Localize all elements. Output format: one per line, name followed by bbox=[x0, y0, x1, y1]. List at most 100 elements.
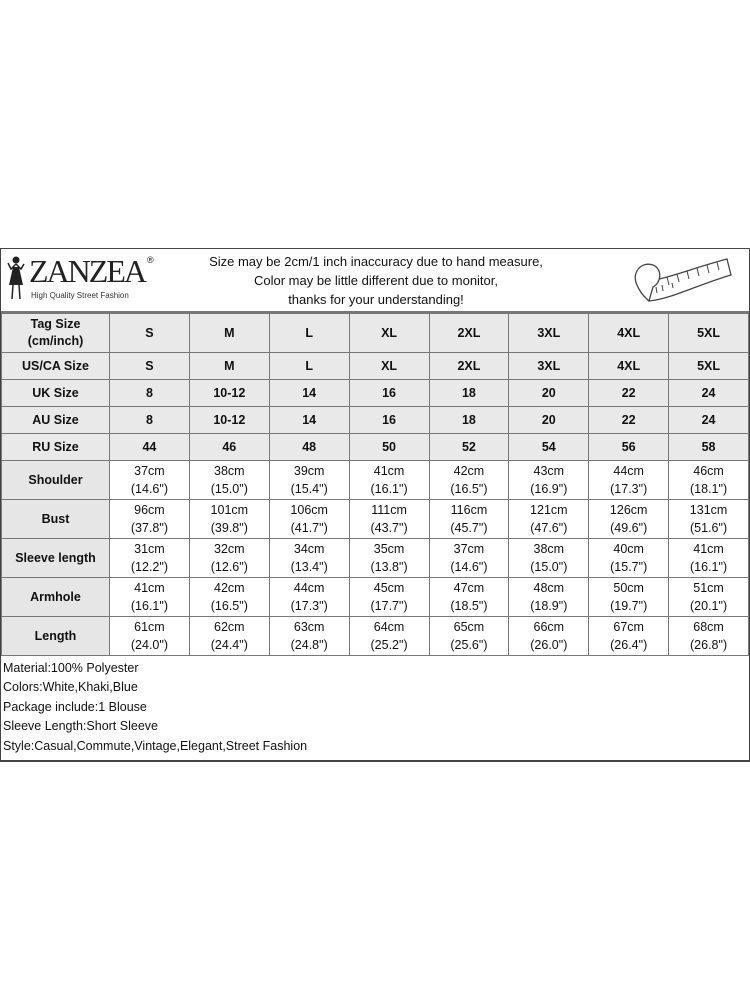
brand-tagline: High Quality Street Fashion bbox=[31, 291, 129, 300]
size-cell: 4XL bbox=[588, 313, 670, 353]
size-cell: 16 bbox=[348, 406, 430, 434]
measurement-row: Shoulder 37cm (14.6") 38cm (15.0") 39cm (15.4"… bbox=[1, 460, 749, 500]
cm-value: 68cm bbox=[693, 620, 724, 634]
measurement-cell: 45cm (17.7") bbox=[348, 577, 430, 617]
measurement-cell: 68cm (26.8") bbox=[668, 616, 749, 656]
size-row: UK Size 8 10-12 14 16 18 20 22 24 bbox=[1, 379, 749, 407]
cm-value: 96cm bbox=[134, 503, 165, 517]
inch-value: (16.1") bbox=[130, 599, 168, 613]
inch-value: (43.7") bbox=[370, 521, 408, 535]
size-cell: 3XL bbox=[508, 313, 590, 353]
cm-value: 31cm bbox=[134, 542, 165, 556]
inch-value: (13.4") bbox=[290, 560, 328, 574]
measurement-cell: 34cm (13.4") bbox=[268, 538, 350, 578]
cm-value: 65cm bbox=[453, 620, 485, 634]
size-chart: ZANZEA ® High Quality Street Fashion Siz… bbox=[0, 248, 750, 763]
cm-value: 121cm bbox=[530, 503, 568, 517]
size-cell: 56 bbox=[588, 433, 670, 461]
inch-value: (24.8") bbox=[290, 638, 328, 652]
cm-value: 32cm bbox=[214, 542, 245, 556]
measurement-cell: 126cm (49.6") bbox=[588, 499, 670, 539]
inch-value: (17.7") bbox=[370, 599, 408, 613]
measurement-cell: 65cm (25.6") bbox=[428, 616, 510, 656]
size-cell: M bbox=[188, 352, 270, 380]
cm-value: 38cm bbox=[214, 464, 245, 478]
size-cell: 20 bbox=[508, 379, 590, 407]
row-label: RU Size bbox=[1, 433, 110, 461]
size-cell: S bbox=[109, 313, 190, 353]
row-label: Bust bbox=[1, 499, 110, 539]
measurement-cell: 48cm (18.9") bbox=[508, 577, 590, 617]
inch-value: (15.0") bbox=[530, 560, 568, 574]
brand-name: ZANZEA bbox=[29, 253, 147, 289]
inch-value: (15.0") bbox=[210, 482, 248, 496]
measurement-cell: 131cm (51.6") bbox=[668, 499, 749, 539]
size-cell: 14 bbox=[268, 406, 350, 434]
size-cell: XL bbox=[348, 352, 430, 380]
row-label: Shoulder bbox=[1, 460, 110, 500]
cm-value: 42cm bbox=[214, 581, 245, 595]
cm-value: 111cm bbox=[371, 503, 407, 517]
size-cell: 14 bbox=[268, 379, 350, 407]
size-cell: 48 bbox=[268, 433, 350, 461]
inch-value: (45.7") bbox=[450, 521, 488, 535]
measurement-cell: 116cm (45.7") bbox=[428, 499, 510, 539]
size-cell: 10-12 bbox=[188, 406, 270, 434]
row-label: Sleeve length bbox=[1, 538, 110, 578]
measurement-cell: 44cm (17.3") bbox=[588, 460, 670, 500]
cm-value: 37cm bbox=[134, 464, 165, 478]
cm-value: 64cm bbox=[373, 620, 405, 634]
row-label: Tag Size (cm/inch) bbox=[1, 313, 110, 353]
detail-line: Colors:White,Khaki,Blue bbox=[3, 680, 138, 695]
cm-value: 50cm bbox=[613, 581, 644, 595]
measurement-cell: 46cm (18.1") bbox=[668, 460, 749, 500]
size-cell: 20 bbox=[508, 406, 590, 434]
product-details: Material:100% Polyester Colors:White,Khak… bbox=[1, 656, 749, 760]
inch-value: (15.7") bbox=[610, 560, 648, 574]
size-cell: 46 bbox=[188, 433, 270, 461]
size-cell: 24 bbox=[668, 379, 749, 407]
row-label: Armhole bbox=[1, 577, 110, 617]
cm-value: 106cm bbox=[290, 503, 328, 517]
size-cell: 58 bbox=[668, 433, 749, 461]
measurement-cell: 101cm (39.8") bbox=[188, 499, 270, 539]
row-label: UK Size bbox=[1, 379, 110, 407]
measurement-cell: 32cm (12.6") bbox=[188, 538, 270, 578]
measurement-cell: 40cm (15.7") bbox=[588, 538, 670, 578]
size-cell: 50 bbox=[348, 433, 430, 461]
measurement-cell: 35cm (13.8") bbox=[348, 538, 430, 578]
cm-value: 45cm bbox=[373, 581, 405, 595]
label-line: (cm/inch) bbox=[27, 334, 84, 348]
inch-value: (16.1") bbox=[370, 482, 408, 496]
cm-value: 34cm bbox=[293, 542, 325, 556]
cm-value: 126cm bbox=[609, 503, 648, 517]
measurement-cell: 47cm (18.5") bbox=[428, 577, 510, 617]
measurement-cell: 37cm (14.6") bbox=[109, 460, 190, 500]
measurement-cell: 43cm (16.9") bbox=[508, 460, 590, 500]
measurement-cell: 44cm (17.3") bbox=[268, 577, 350, 617]
cm-value: 46cm bbox=[693, 464, 724, 478]
size-cell: 5XL bbox=[668, 352, 749, 380]
size-row: AU Size 8 10-12 14 16 18 20 22 24 bbox=[1, 406, 749, 434]
size-cell: 22 bbox=[588, 406, 670, 434]
measurement-row: Sleeve length 31cm (12.2") 32cm (12.6") 34cm (… bbox=[1, 538, 749, 578]
notice-line: thanks for your understanding! bbox=[288, 292, 464, 307]
inch-value: (26.8") bbox=[690, 638, 728, 652]
cm-value: 61cm bbox=[134, 620, 165, 634]
cm-value: 47cm bbox=[453, 581, 485, 595]
notice-line: Size may be 2cm/1 inch inaccuracy due to… bbox=[209, 254, 543, 269]
size-cell: 18 bbox=[428, 379, 510, 407]
cm-value: 35cm bbox=[373, 542, 405, 556]
cm-value: 44cm bbox=[613, 464, 644, 478]
inch-value: (24.0") bbox=[130, 638, 168, 652]
size-cell: 10-12 bbox=[188, 379, 270, 407]
measurement-cell: 66cm (26.0") bbox=[508, 616, 590, 656]
measurement-cell: 62cm (24.4") bbox=[188, 616, 270, 656]
measurement-cell: 51cm (20.1") bbox=[668, 577, 749, 617]
size-cell: 54 bbox=[508, 433, 590, 461]
measurement-cell: 31cm (12.2") bbox=[109, 538, 190, 578]
size-row: RU Size 44 46 48 50 52 54 56 58 bbox=[1, 433, 749, 461]
cm-value: 63cm bbox=[293, 620, 325, 634]
inch-value: (14.6") bbox=[130, 482, 168, 496]
cm-value: 41cm bbox=[693, 542, 724, 556]
